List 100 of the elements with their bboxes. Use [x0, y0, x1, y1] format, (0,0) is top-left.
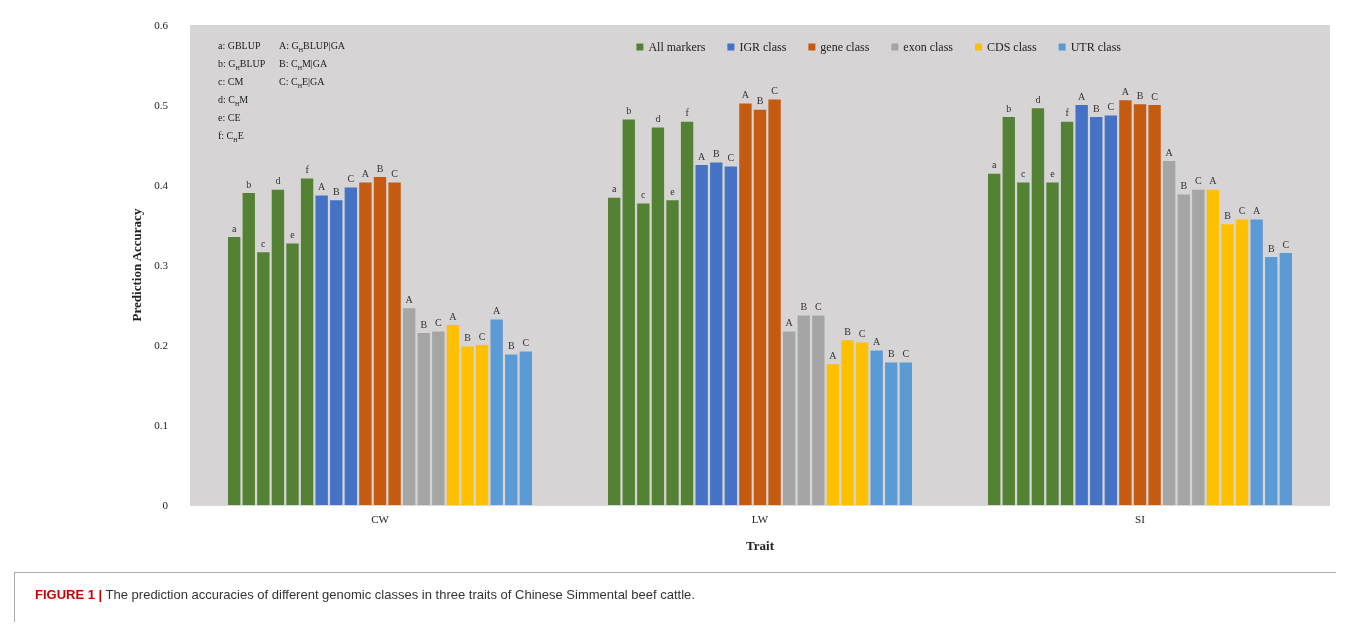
bar: [988, 173, 1001, 505]
data-label: e: [290, 228, 296, 240]
legend-label: UTR class: [1070, 40, 1122, 54]
bar: [1192, 189, 1205, 505]
y-axis-title: Prediction Accuracy: [129, 208, 145, 322]
data-label: A: [1209, 175, 1218, 187]
bar: [826, 364, 840, 505]
data-label: C: [727, 152, 735, 164]
data-label: A: [741, 88, 750, 100]
data-label: A: [361, 168, 370, 180]
data-label: B: [1092, 102, 1100, 114]
data-label: B: [756, 95, 764, 107]
data-label: C: [1194, 175, 1202, 187]
y-tick-label: 0.4: [154, 179, 169, 191]
bar: [1046, 182, 1059, 505]
bar: [1206, 189, 1220, 505]
bar: [651, 127, 665, 505]
data-label: b: [1006, 102, 1012, 114]
bar: [1250, 219, 1263, 505]
bar: [1265, 257, 1278, 505]
bar: [797, 315, 810, 505]
data-label: b: [246, 178, 252, 190]
bar: [1177, 194, 1190, 505]
data-label: b: [626, 104, 632, 116]
bar: [461, 346, 474, 505]
bar: [739, 103, 752, 505]
bar: [753, 109, 767, 505]
annotation: d: C$_{H}$M: [218, 94, 249, 107]
data-label: A: [698, 150, 707, 162]
y-tick-label: 0.6: [154, 19, 169, 31]
annotation: B: C$_{H}$M|GA: [279, 58, 328, 71]
x-axis-title: Trait: [746, 538, 775, 553]
data-label: C: [902, 348, 910, 360]
bar: [1075, 105, 1088, 505]
bar: [812, 315, 825, 505]
data-label: A: [318, 180, 327, 192]
bar: [228, 237, 241, 505]
bar: [899, 362, 912, 505]
data-label: B: [1136, 89, 1144, 101]
data-label: a: [231, 222, 237, 234]
data-label: A: [449, 310, 458, 322]
bar: [724, 166, 738, 505]
data-label: C: [1151, 90, 1159, 102]
data-label: B: [507, 340, 515, 352]
data-label: c: [1021, 168, 1027, 180]
data-label: B: [844, 325, 852, 337]
data-label: f: [685, 107, 690, 119]
annotation: a: GBLUP: [218, 40, 261, 51]
bar: [242, 193, 255, 505]
data-label: d: [1035, 93, 1041, 105]
bar: [402, 308, 416, 505]
data-label: B: [464, 332, 472, 344]
data-label: d: [275, 175, 281, 187]
data-label: A: [1078, 90, 1087, 102]
bar: [344, 187, 358, 505]
bar: [1235, 219, 1249, 505]
data-label: f: [1065, 107, 1070, 119]
data-label: f: [305, 164, 310, 176]
data-label: B: [800, 300, 808, 312]
data-label: C: [814, 300, 822, 312]
caption: FIGURE 1 | The prediction accuracies of different genomic classes in three traits of Chinese Simmental beef cattle.: [14, 572, 1336, 622]
x-tick-label: CW: [371, 512, 390, 525]
x-tick-label: SI: [1135, 512, 1146, 525]
y-tick-label: 0: [162, 499, 169, 511]
bar: [841, 340, 854, 505]
bar: [1031, 108, 1045, 505]
annotation: C: C$_{H}$E|GA: [279, 76, 325, 89]
data-label: A: [405, 293, 414, 305]
bar: [1002, 117, 1015, 505]
bar: [666, 200, 679, 505]
y-tick-label: 0.1: [154, 419, 168, 431]
bar: [359, 182, 372, 505]
bar: [417, 333, 430, 505]
data-label: B: [332, 185, 340, 197]
annotation: A: G$_{H}$BLUP|GA: [279, 40, 346, 53]
annotation: e: CE: [218, 112, 241, 123]
bar: [637, 203, 650, 505]
data-label: C: [858, 328, 866, 340]
data-label: B: [712, 148, 720, 160]
data-label: A: [829, 349, 838, 361]
bar: [330, 200, 343, 505]
data-label: c: [641, 188, 647, 200]
data-label: A: [873, 336, 882, 348]
bar: [622, 119, 635, 505]
bar: [446, 325, 460, 505]
y-tick-label: 0.3: [154, 259, 169, 271]
annotation: c: CM: [218, 76, 244, 87]
bar: [608, 197, 621, 505]
y-tick-label: 0.2: [154, 339, 168, 351]
bar: [271, 189, 285, 505]
bar: [300, 178, 314, 505]
bar: [373, 177, 387, 505]
bar: [1017, 182, 1030, 505]
bar: [257, 252, 270, 505]
data-label: C: [1238, 204, 1246, 216]
annotation: b: G$_{H}$BLUP: [218, 58, 266, 71]
bar: [1279, 253, 1292, 505]
bar: [1104, 115, 1118, 505]
data-label: B: [1267, 242, 1275, 254]
bar: [286, 243, 299, 505]
